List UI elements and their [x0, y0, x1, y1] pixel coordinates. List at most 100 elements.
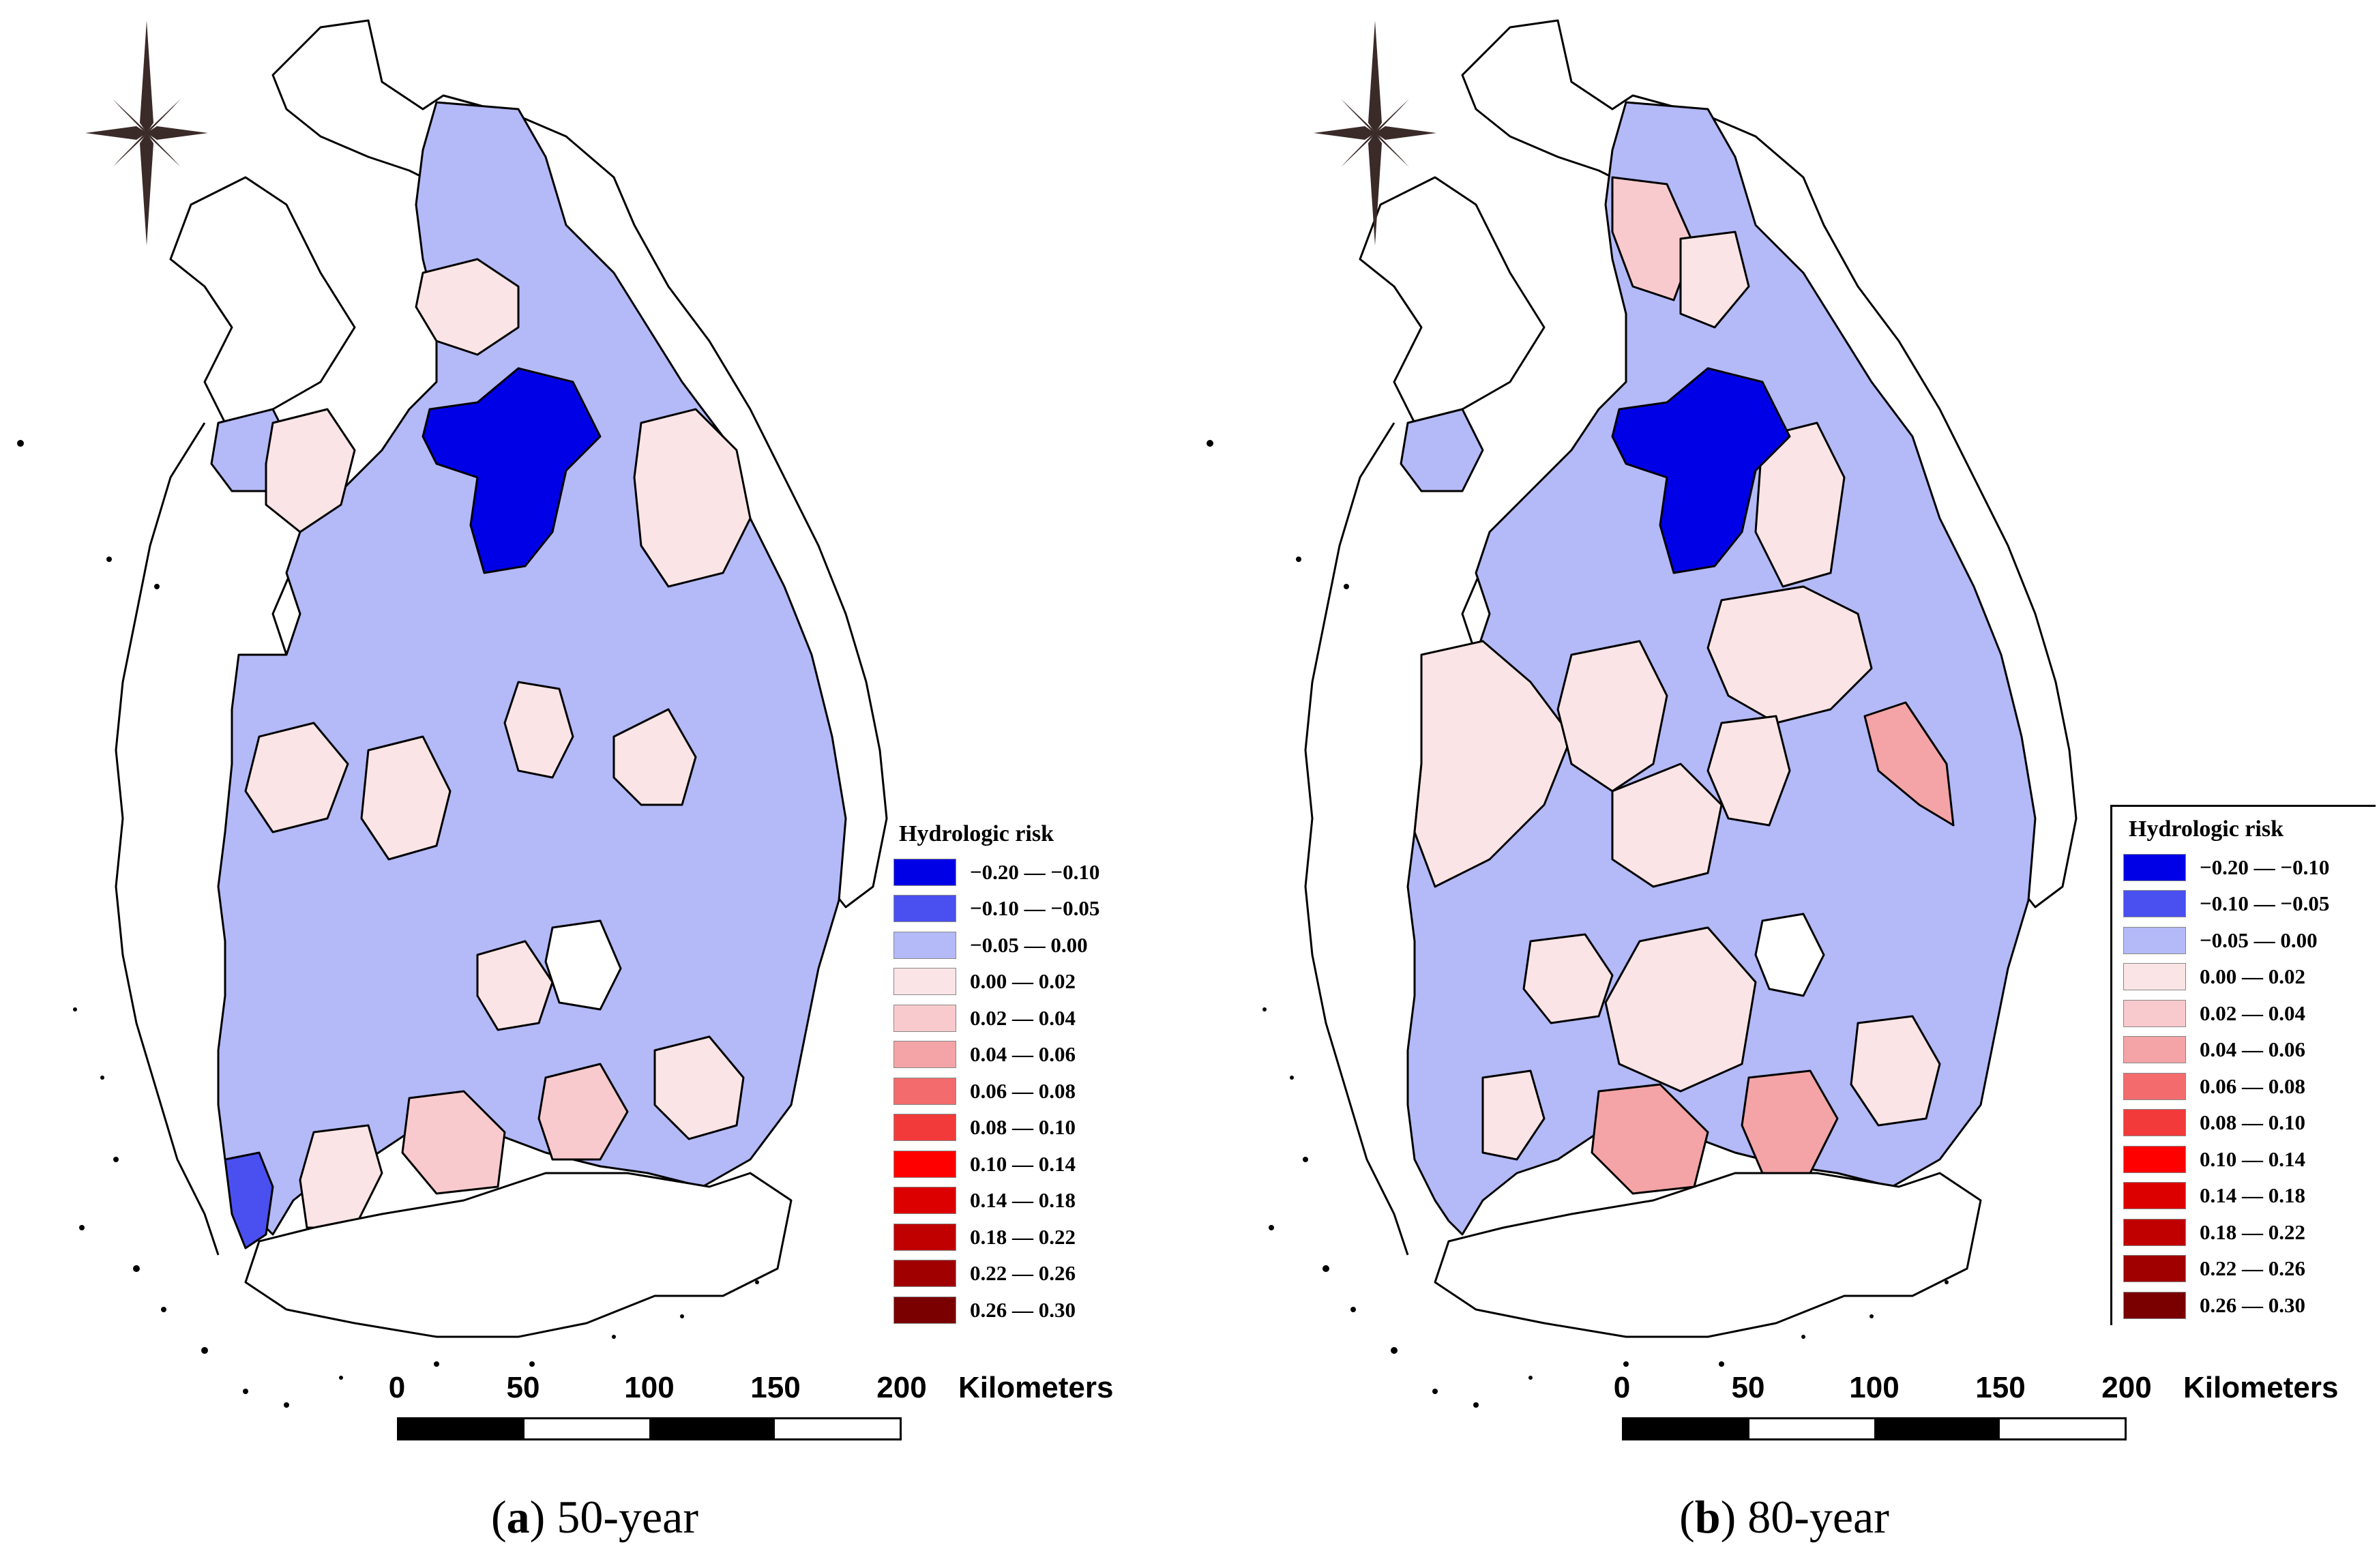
legend-swatch	[2123, 1072, 2186, 1100]
legend-swatch	[893, 1150, 956, 1178]
legend-swatch	[893, 1004, 956, 1032]
caption-a: (a) 50-year	[491, 1491, 698, 1543]
scale-tick-label: 100	[624, 1371, 675, 1404]
scale-bar-b: 0 50 100 150 200 Kilometers	[1607, 1371, 2338, 1453]
legend-label: 0.06 — 0.08	[970, 1078, 1076, 1103]
legend-row: 0.14 — 0.18	[2123, 1178, 2376, 1215]
caption-letter: b	[1694, 1491, 1721, 1543]
region	[1754, 421, 1846, 588]
legend-swatch	[2123, 926, 2186, 954]
legend-swatch	[893, 858, 956, 886]
scale-tick-label: 150	[1975, 1371, 2026, 1404]
legend-label: 0.18 — 0.22	[970, 1224, 1076, 1249]
legend-swatch	[893, 1077, 956, 1105]
legend-row: 0.26 — 0.30	[2123, 1287, 2376, 1324]
legend-swatch	[893, 1114, 956, 1142]
legend-row: 0.04 — 0.06	[893, 1037, 1146, 1074]
legend-row: 0.06 — 0.08	[2123, 1068, 2376, 1105]
region	[1611, 176, 1696, 301]
region	[1434, 1172, 1982, 1338]
basin-map-b	[1207, 19, 2078, 1408]
scale-tick-label: 200	[876, 1371, 927, 1404]
legend-row: 0.08 — 0.10	[2123, 1105, 2376, 1142]
legend-label: 0.02 — 0.04	[2200, 1001, 2305, 1025]
region	[476, 940, 554, 1031]
region	[1706, 585, 1873, 724]
compass-rose-icon	[1314, 20, 1436, 246]
region	[537, 1063, 629, 1161]
legend-label: 0.22 — 0.26	[970, 1261, 1076, 1286]
region	[422, 367, 602, 574]
legend-swatch	[2123, 1218, 2186, 1246]
legend-row: 0.22 — 0.26	[893, 1256, 1146, 1292]
legend-label: 0.26 — 0.30	[970, 1297, 1076, 1322]
legend-swatch	[2123, 853, 2186, 881]
legend-row: 0.18 — 0.22	[2123, 1214, 2376, 1251]
legend-swatch	[893, 1260, 956, 1288]
region	[1611, 763, 1723, 888]
legend-label: −0.10 — −0.05	[970, 896, 1100, 921]
region	[1754, 913, 1825, 997]
legend-label: 0.14 — 0.18	[2200, 1183, 2305, 1208]
scale-bar-graphic	[1622, 1417, 2127, 1440]
legend-row: 0.08 — 0.10	[893, 1110, 1146, 1147]
scale-unit-label: Kilometers	[2183, 1371, 2339, 1404]
legend-label: 0.00 — 0.02	[970, 969, 1076, 994]
region	[1604, 926, 1757, 1093]
region	[1611, 367, 1791, 574]
legend-swatch	[2123, 1255, 2186, 1283]
region	[224, 1151, 274, 1249]
scale-bar-a: 0 50 100 150 200 Kilometers	[382, 1371, 1113, 1453]
region	[612, 708, 697, 806]
legend-label: 0.06 — 0.08	[2200, 1074, 2305, 1098]
legend-label: 0.08 — 0.10	[2200, 1110, 2305, 1135]
legend-title: Hydrologic risk	[2129, 816, 2284, 842]
legend-row: 0.22 — 0.26	[2123, 1251, 2376, 1288]
region	[1556, 640, 1668, 793]
legend-label: 0.00 — 0.02	[2200, 964, 2305, 989]
region	[1863, 701, 1955, 827]
region	[503, 681, 574, 779]
region	[415, 258, 520, 356]
map-panel-b: Hydrologic risk −0.20 — −0.10 −0.10 — −0.…	[1190, 0, 2379, 1568]
legend-row: 0.00 — 0.02	[2123, 959, 2376, 996]
legend-swatch	[893, 1041, 956, 1069]
legend-row: −0.20 — −0.10	[893, 854, 1146, 891]
legend-swatch	[893, 895, 956, 923]
legend-swatch	[893, 1187, 956, 1215]
legend-row: 0.00 — 0.02	[893, 964, 1146, 1001]
legend-swatch	[2123, 1291, 2186, 1319]
legend-label: 0.10 — 0.14	[970, 1151, 1076, 1176]
scale-tick-label: 0	[388, 1371, 406, 1404]
legend-swatch	[2123, 1145, 2186, 1173]
scale-bar-graphic	[397, 1417, 902, 1440]
legend-label: 0.22 — 0.26	[2200, 1256, 2305, 1281]
legend-swatch	[893, 968, 956, 996]
legend-label: −0.05 — 0.00	[2200, 928, 2318, 952]
region	[1850, 1015, 1941, 1127]
legend-label: 0.26 — 0.30	[2200, 1292, 2305, 1317]
legend-a: Hydrologic risk −0.20 — −0.10 −0.10 — −0.…	[893, 812, 1146, 1329]
region	[544, 919, 622, 1011]
legend-label: 0.14 — 0.18	[970, 1188, 1076, 1213]
caption-b: (b) 80-year	[1679, 1491, 1889, 1543]
legend-row: −0.05 — 0.00	[2123, 922, 2376, 959]
legend-label: −0.10 — −0.05	[2200, 891, 2330, 916]
legend-row: 0.02 — 0.04	[893, 1000, 1146, 1037]
legend-swatch	[2123, 1182, 2186, 1210]
map-panel-a: Hydrologic risk −0.20 — −0.10 −0.10 — −0.…	[17, 19, 1146, 1543]
region	[653, 1035, 745, 1140]
caption-letter: a	[506, 1491, 530, 1543]
legend-b: Hydrologic risk −0.20 — −0.10 −0.10 — −0.…	[2110, 805, 2376, 1325]
region	[360, 735, 452, 861]
region	[1679, 231, 1750, 329]
legend-row: 0.04 — 0.06	[2123, 1032, 2376, 1069]
region	[1413, 640, 1573, 888]
legend-row: 0.06 — 0.08	[893, 1073, 1146, 1110]
legend-row: 0.10 — 0.14	[2123, 1141, 2376, 1178]
legend-label: 0.10 — 0.14	[2200, 1147, 2305, 1171]
region	[244, 722, 349, 833]
legend-label: −0.20 — −0.10	[2200, 855, 2330, 879]
legend-label: 0.04 — 0.06	[2200, 1037, 2305, 1062]
scale-unit-label: Kilometers	[958, 1371, 1114, 1404]
